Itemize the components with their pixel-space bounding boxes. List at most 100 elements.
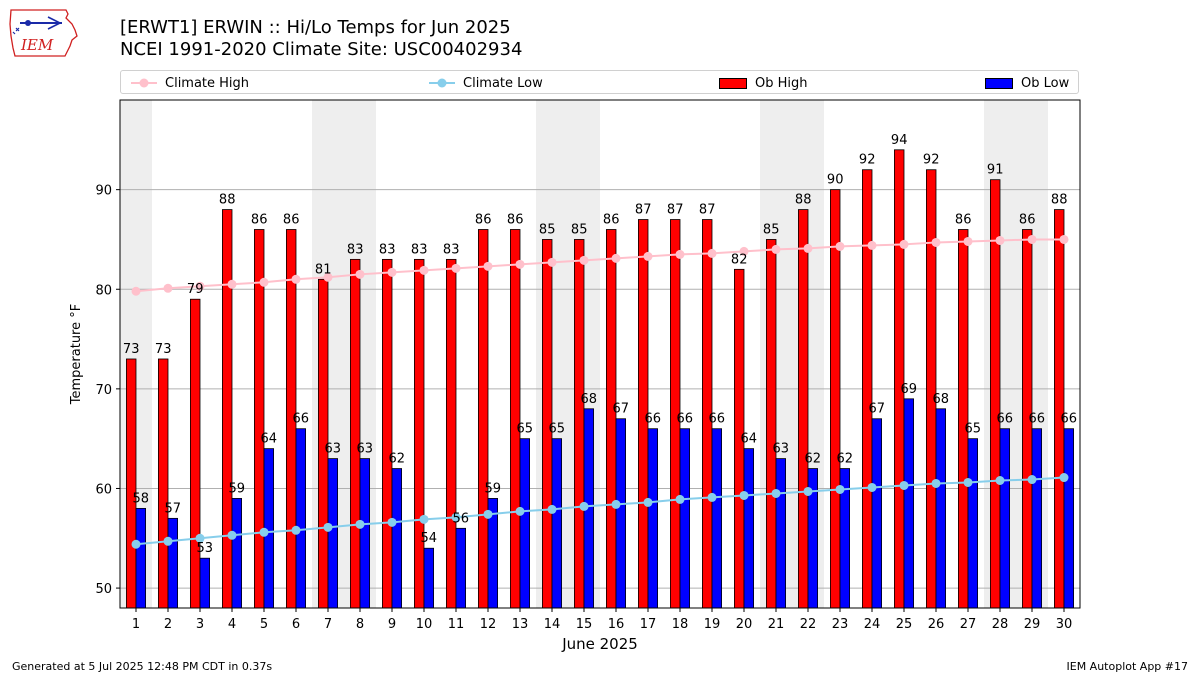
ob-high-bar <box>445 258 457 609</box>
ob-low-label: 67 <box>613 402 630 417</box>
legend-climate-low: Climate Low <box>429 74 543 92</box>
x-tick-label: 14 <box>544 617 561 632</box>
x-tick-label: 12 <box>480 617 497 632</box>
ob-low-bar <box>135 507 147 609</box>
chart-subtitle: NCEI 1991-2020 Climate Site: USC00402934 <box>120 39 523 60</box>
x-tick-label: 6 <box>292 617 300 632</box>
climate-low-point <box>643 497 653 507</box>
climate-low-point <box>803 486 813 496</box>
climate-low-point <box>483 509 493 519</box>
x-tick-label: 3 <box>196 617 204 632</box>
ob-high-bar <box>349 258 361 609</box>
climate-high-point <box>611 253 621 263</box>
ob-low-label: 66 <box>293 412 310 427</box>
climate-high-point <box>771 244 781 254</box>
ob-high-label: 91 <box>987 163 1004 178</box>
ob-high-label: 86 <box>283 212 300 227</box>
ob-high-label: 83 <box>347 242 364 257</box>
ob-low-label: 57 <box>165 501 182 516</box>
ob-low-label: 59 <box>229 481 246 496</box>
ob-high-bar <box>894 149 905 609</box>
ob-high-label: 88 <box>1051 193 1068 208</box>
climate-high-point <box>419 265 429 275</box>
y-tick-label: 80 <box>95 283 112 298</box>
ob-low-label: 63 <box>325 442 342 457</box>
ob-low-label: 53 <box>197 541 214 556</box>
x-tick-label: 30 <box>1056 617 1073 632</box>
iowa-outline <box>9 9 78 57</box>
ob-high-label: 88 <box>219 193 236 208</box>
ob-low-bar <box>903 398 915 609</box>
x-tick-label: 7 <box>324 617 332 632</box>
climate-low-swatch <box>429 78 455 88</box>
ob-low-bar <box>647 428 659 609</box>
ob-high-label: 87 <box>635 203 652 218</box>
ob-high-label: 86 <box>1019 212 1036 227</box>
climate-low-line <box>135 476 1065 546</box>
climate-low-point <box>675 494 685 504</box>
x-tick-label: 10 <box>416 617 433 632</box>
climate-high-point <box>483 261 493 271</box>
climate-high-point <box>643 251 653 261</box>
ob-high-bar <box>1054 209 1065 609</box>
climate-high-point <box>323 272 333 282</box>
x-tick-label: 8 <box>356 617 364 632</box>
climate-high-point <box>931 237 941 247</box>
climate-low-point <box>739 490 749 500</box>
ob-low-label: 66 <box>677 412 694 427</box>
legend-ob-high: Ob High <box>719 74 808 92</box>
ob-low-bar <box>1063 428 1075 609</box>
ob-low-bar <box>455 527 467 609</box>
legend-ob-low-label: Ob Low <box>1021 75 1070 91</box>
ob-high-label: 92 <box>859 153 876 168</box>
climate-low-point <box>611 499 621 509</box>
ob-low-label: 58 <box>133 491 150 506</box>
climate-low-point <box>963 477 973 487</box>
climate-high-point <box>195 281 205 291</box>
logo-mark <box>12 27 20 35</box>
climate-low-point <box>355 519 365 529</box>
ob-low-bar <box>935 408 947 609</box>
climate-low-point <box>323 522 333 532</box>
x-tick-label: 17 <box>640 617 657 632</box>
climate-low-point <box>419 514 429 524</box>
ob-low-bar <box>391 468 403 609</box>
y-tick-label: 60 <box>95 482 112 497</box>
climate-high-point <box>227 279 237 289</box>
ob-high-label: 86 <box>475 212 492 227</box>
plot-frame <box>119 99 1081 609</box>
ob-low-bar <box>999 428 1011 609</box>
ob-high-label: 85 <box>539 222 556 237</box>
ob-low-label: 56 <box>453 511 470 526</box>
climate-low-point <box>131 539 141 549</box>
ob-high-label: 87 <box>667 203 684 218</box>
climate-high-point <box>867 240 877 250</box>
x-tick-label: 21 <box>768 617 785 632</box>
climate-high-line <box>135 238 1064 293</box>
x-tick-label: 22 <box>800 617 817 632</box>
x-tick-label: 26 <box>928 617 945 632</box>
iem-logo: IEM <box>9 9 78 57</box>
climate-high-point <box>1027 234 1037 244</box>
x-tick-label: 27 <box>960 617 977 632</box>
ob-high-label: 73 <box>155 342 172 357</box>
climate-high-point <box>451 263 461 273</box>
ob-high-label: 85 <box>571 222 588 237</box>
ob-low-bar <box>423 547 435 609</box>
ob-low-bar <box>199 557 211 609</box>
ob-high-label: 82 <box>731 252 748 267</box>
footer-app: IEM Autoplot App #17 <box>1066 660 1189 673</box>
ob-high-label: 81 <box>315 262 332 277</box>
x-tick-label: 28 <box>992 617 1009 632</box>
ob-high-bar <box>413 258 425 609</box>
ob-low-label: 59 <box>485 481 502 496</box>
climate-low-point <box>259 527 269 537</box>
ob-high-bar <box>798 209 809 609</box>
climate-high-point <box>707 248 717 258</box>
climate-low-point <box>835 484 845 494</box>
climate-low-point <box>931 478 941 488</box>
climate-low-point <box>707 492 717 502</box>
climate-low-point <box>771 488 781 498</box>
climate-low-point <box>291 525 301 535</box>
